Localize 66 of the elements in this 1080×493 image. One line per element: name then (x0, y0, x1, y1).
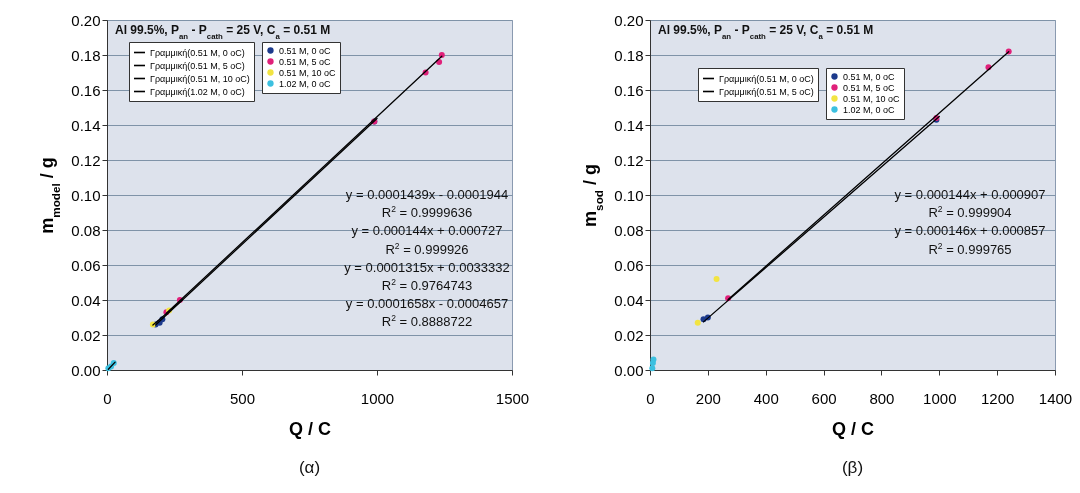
legend-label: Γραμμική(1.02 M, 0 oC) (150, 86, 245, 97)
x-tick-label: 0 (103, 389, 112, 407)
legend-label: Γραμμική(0.51 M, 5 oC) (150, 60, 245, 71)
y-tick-label: 0.06 (614, 256, 644, 274)
text: (α) (298, 458, 321, 477)
y-tick-label: 0.02 (614, 326, 644, 344)
x-tick-label: 500 (229, 389, 256, 407)
annotation: R$^{2}$ = 0.9764743 (381, 277, 473, 293)
y-tick-label: 0.16 (71, 81, 101, 99)
y-tick-label: 0.16 (614, 81, 644, 99)
x-tick-label: 400 (753, 389, 779, 407)
y-tick-label: 0.00 (614, 361, 644, 379)
x-tick-label: 1400 (1038, 389, 1073, 407)
y-tick-label: 0.10 (71, 186, 101, 204)
chart-title: Al 99.5%, P$_{an}$ - P$_{cath}$ = 25 V, C$_{a}$ = 0.51 M (115, 23, 331, 41)
legend-label: 0.51 M, 5 oC (843, 82, 896, 93)
y-tick-label: 0.10 (614, 186, 644, 204)
legend-label: 1.02 M, 0 oC (843, 104, 896, 115)
x-tick-label: 1000 (360, 389, 395, 407)
y-tick-label: 0.14 (71, 116, 101, 134)
annotation: y = 0.000144x + 0.000907 (894, 187, 1046, 202)
x-tick-label: 1500 (495, 389, 530, 407)
legend-label: 0.51 M, 10 oC (843, 93, 901, 104)
legend-label: 0.51 M, 0 oC (279, 45, 332, 56)
legend-label: Γραμμική(0.51 M, 0 oC) (719, 73, 814, 84)
y-tick-label: 0.14 (614, 116, 644, 134)
annotation: R$^{2}$ = 0.999926 (385, 240, 469, 257)
legend-label: Γραμμική(0.51 M, 0 oC) (150, 47, 245, 58)
y-tick-label: 0.04 (614, 291, 644, 309)
y-tick-label: 0.04 (71, 291, 101, 309)
x-axis-title: Q / C (831, 418, 875, 439)
annotation: y = 0.0001658x - 0.0004657 (345, 296, 509, 312)
y-tick-label: 0.12 (614, 151, 644, 169)
y-tick-label: 0.20 (71, 11, 101, 29)
y-tick-label: 0.06 (71, 256, 101, 274)
annotation: R$^{2}$ = 0.999904 (928, 204, 1012, 221)
x-tick-label: 1200 (980, 389, 1015, 407)
x-tick-label: 200 (695, 389, 721, 407)
x-tick-label: 1000 (923, 389, 957, 407)
y-tick-label: 0.18 (614, 46, 644, 64)
chart-title: Al 99.5%, P$_{an}$ - P$_{cath}$ = 25 V, C$_{a}$ = 0.51 M (658, 23, 874, 41)
x-tick-label: 600 (811, 389, 837, 407)
y-tick-label: 0.08 (71, 221, 101, 239)
legend-label: Γραμμική(0.51 M, 5 oC) (719, 86, 814, 97)
annotation: y = 0.000144x + 0.000727 (351, 223, 503, 239)
y-tick-label: 0.20 (614, 11, 644, 29)
y-tick-label: 0.18 (71, 46, 101, 64)
y-tick-label: 0.00 (71, 361, 101, 379)
y-tick-label: 0.08 (614, 221, 644, 239)
annotation: y = 0.0001439x - 0.0001944 (345, 187, 509, 202)
legend-label: 0.51 M, 0 oC (843, 71, 896, 82)
x-tick-label: 0 (646, 389, 655, 407)
annotation: y = 0.0001315x + 0.0033332 (344, 259, 510, 275)
annotation: R$^{2}$ = 0.999765 (928, 240, 1012, 257)
y-tick-label: 0.02 (71, 326, 101, 344)
y-tick-label: 0.12 (71, 151, 101, 169)
text: (β) (841, 458, 864, 477)
legend-label: 0.51 M, 5 oC (279, 56, 332, 67)
annotation: R$^{2}$ = 0.8888722 (381, 313, 473, 330)
x-axis-title: Q / C (288, 418, 332, 439)
annotation: y = 0.000146x + 0.000857 (894, 223, 1046, 239)
x-tick-label: 800 (869, 389, 895, 407)
legend-label: 1.02 M, 0 oC (279, 78, 332, 89)
legend-label: Γραμμική(0.51 M, 10 oC) (150, 73, 250, 84)
legend-label: 0.51 M, 10 oC (279, 67, 337, 78)
annotation: R$^{2}$ = 0.9999636 (381, 204, 473, 221)
